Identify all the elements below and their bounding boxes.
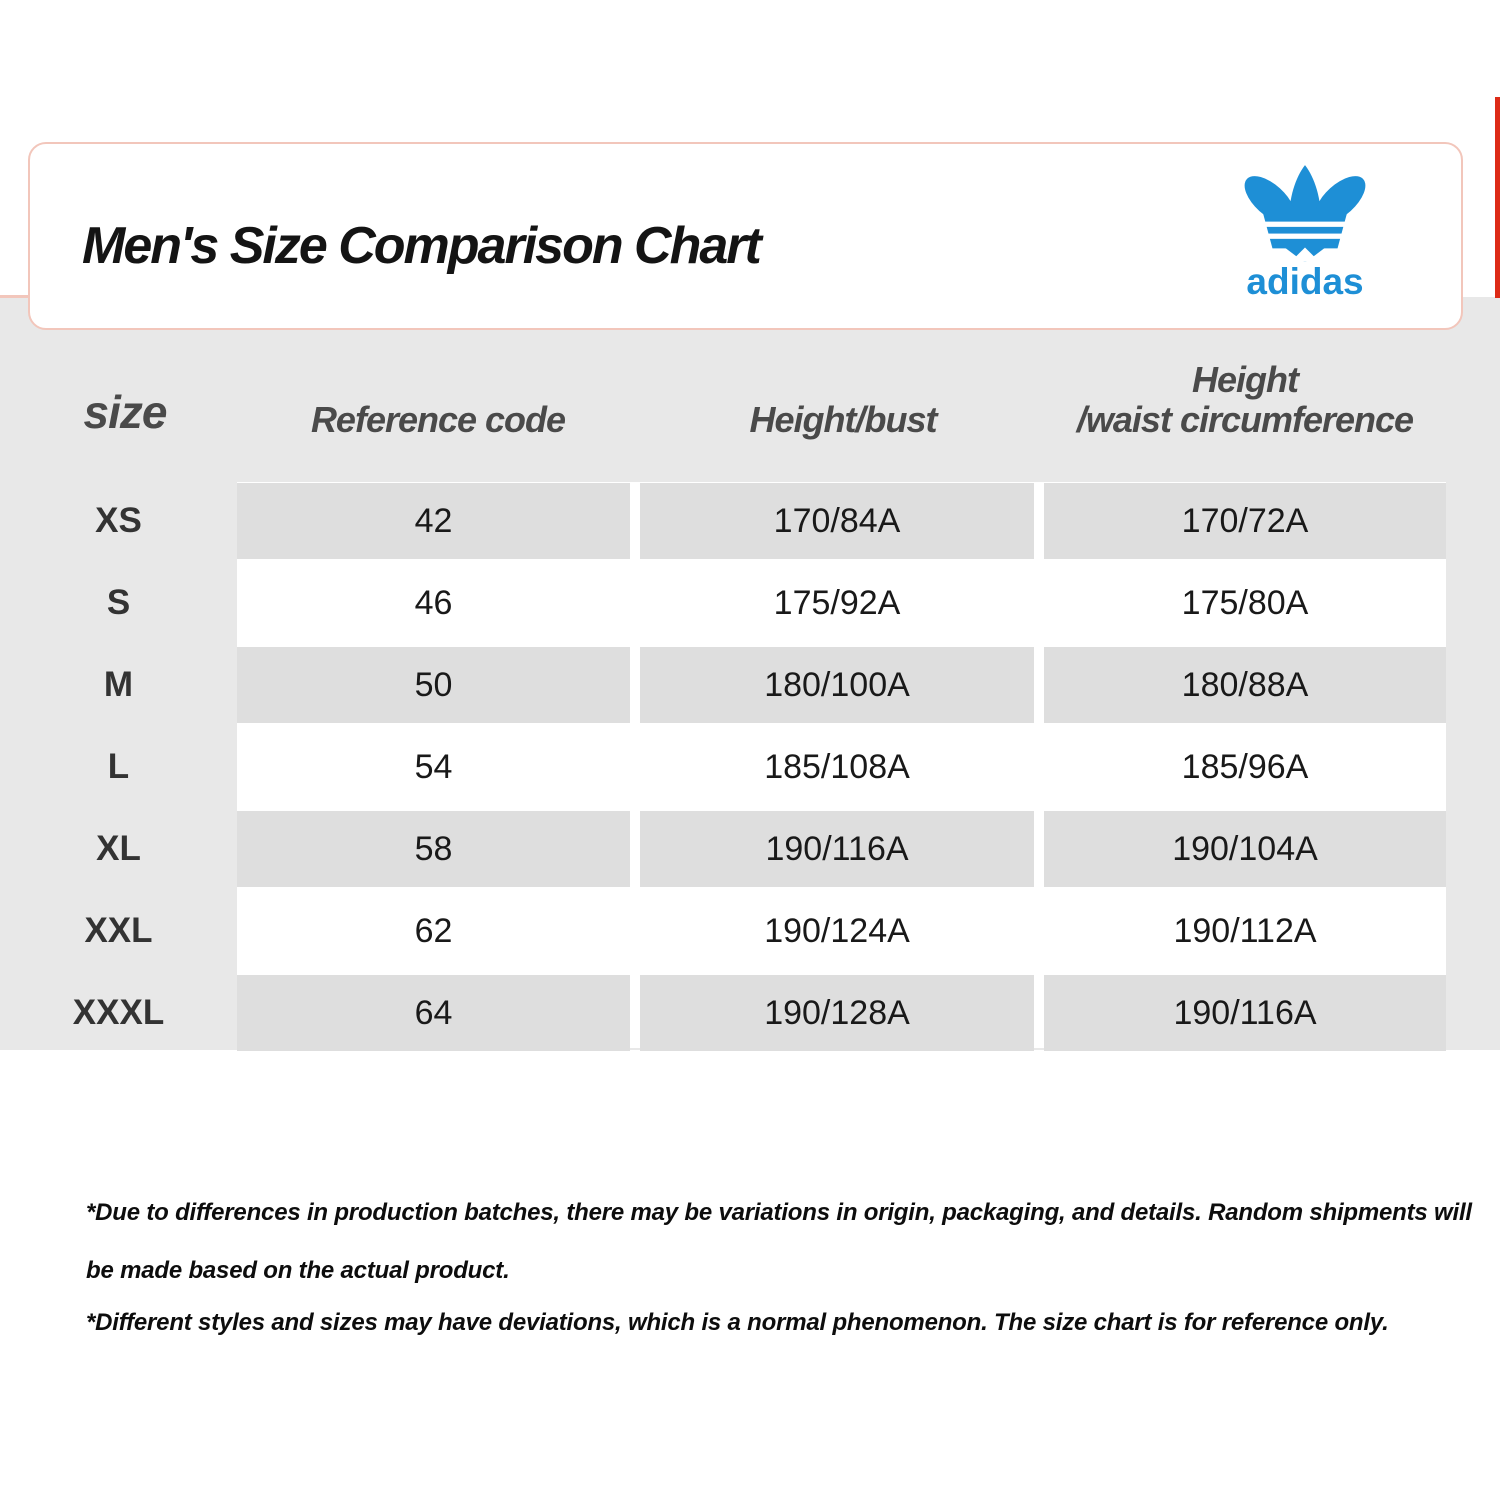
table-cell-XS-col3: 170/72A bbox=[1044, 483, 1446, 559]
left-edge-pink-line bbox=[0, 295, 28, 298]
table-cell-M-col3: 180/88A bbox=[1044, 647, 1446, 723]
table-cell-M-col2: 180/100A bbox=[640, 647, 1034, 723]
size-label-XXXL: XXXL bbox=[72, 993, 165, 1032]
right-edge-red-strip bbox=[1495, 97, 1500, 298]
page-title: Men's Size Comparison Chart bbox=[82, 217, 762, 275]
table-cell-XS-col1: 42 bbox=[237, 483, 630, 559]
header-card: Men's Size Comparison Chart adidas bbox=[28, 142, 1463, 330]
table-cell-XL-col3: 190/104A bbox=[1044, 811, 1446, 887]
table-cell-XXL-col3: 190/112A bbox=[1044, 893, 1446, 969]
brand-logo: adidas bbox=[1210, 164, 1400, 301]
size-label-M: M bbox=[103, 665, 134, 704]
size-table: XS 42 170/84A 170/72A S 46 175/92A 175/80A M 50 18… bbox=[0, 480, 1500, 1054]
column-header-height-bust: Height/bust bbox=[749, 399, 938, 440]
size-label-XS: XS bbox=[95, 501, 142, 540]
table-cell-XXXL-col1: 64 bbox=[237, 975, 630, 1051]
table-cell-L-col2: 185/108A bbox=[640, 729, 1034, 805]
brand-wordmark: adidas bbox=[1246, 261, 1364, 302]
adidas-trefoil-icon bbox=[1210, 164, 1400, 262]
column-header-reference-code: Reference code bbox=[310, 399, 566, 440]
size-label-S: S bbox=[106, 583, 131, 622]
table-cell-XXXL-col2: 190/128A bbox=[640, 975, 1034, 1051]
table-cell-M-col1: 50 bbox=[237, 647, 630, 723]
size-label-XXL: XXL bbox=[84, 911, 153, 950]
table-cell-S-col2: 175/92A bbox=[640, 565, 1034, 641]
column-header-size: size bbox=[83, 386, 168, 438]
table-cell-L-col3: 185/96A bbox=[1044, 729, 1446, 805]
table-cell-XXL-col2: 190/124A bbox=[640, 893, 1034, 969]
column-header-height-waist: Height /waist circumference bbox=[1045, 360, 1445, 440]
footnote-size-deviation: *Different styles and sizes may have dev… bbox=[86, 1309, 1389, 1336]
table-cell-XXL-col1: 62 bbox=[237, 893, 630, 969]
column-header-height-waist-line1: Height bbox=[1192, 359, 1299, 400]
table-cell-XXXL-col3: 190/116A bbox=[1044, 975, 1446, 1051]
table-cell-XL-col2: 190/116A bbox=[640, 811, 1034, 887]
table-cell-XS-col2: 170/84A bbox=[640, 483, 1034, 559]
table-cell-S-col1: 46 bbox=[237, 565, 630, 641]
table-cell-S-col3: 175/80A bbox=[1044, 565, 1446, 641]
footnote-production-batches: *Due to differences in production batche… bbox=[86, 1199, 1472, 1284]
size-label-XL: XL bbox=[96, 829, 141, 868]
table-cell-L-col1: 54 bbox=[237, 729, 630, 805]
column-header-height-waist-line2: /waist circumference bbox=[1076, 399, 1414, 440]
size-label-L: L bbox=[107, 747, 130, 786]
table-cell-XL-col1: 58 bbox=[237, 811, 630, 887]
